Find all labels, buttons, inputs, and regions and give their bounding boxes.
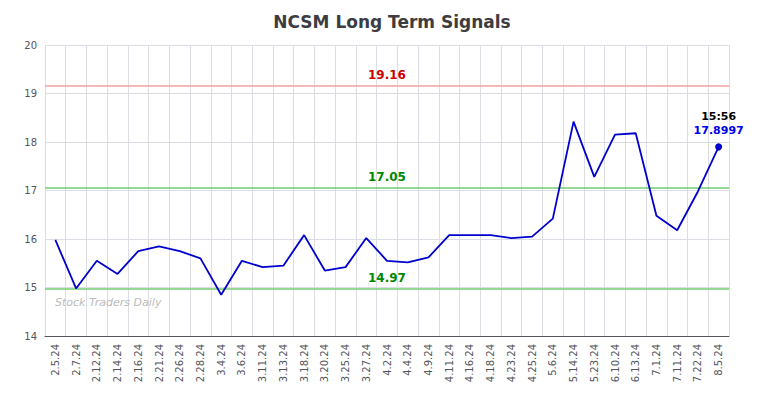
svg-text:2.26.24: 2.26.24 bbox=[174, 344, 185, 382]
svg-text:5.23.24: 5.23.24 bbox=[589, 344, 600, 382]
svg-text:3.11.24: 3.11.24 bbox=[257, 344, 268, 382]
svg-text:2.14.24: 2.14.24 bbox=[112, 344, 123, 382]
svg-text:15:56: 15:56 bbox=[701, 110, 736, 123]
svg-text:16: 16 bbox=[24, 234, 37, 245]
svg-text:4.23.24: 4.23.24 bbox=[506, 344, 517, 382]
svg-text:3.20.24: 3.20.24 bbox=[319, 344, 330, 382]
svg-text:4.9.24: 4.9.24 bbox=[423, 344, 434, 376]
svg-text:7.11.24: 7.11.24 bbox=[672, 344, 683, 382]
svg-text:19.16: 19.16 bbox=[368, 68, 406, 82]
svg-text:NCSM Long Term Signals: NCSM Long Term Signals bbox=[273, 12, 510, 32]
svg-text:2.5.24: 2.5.24 bbox=[50, 344, 61, 376]
svg-text:15: 15 bbox=[24, 282, 37, 293]
svg-text:3.4.24: 3.4.24 bbox=[216, 344, 227, 376]
svg-text:4.4.24: 4.4.24 bbox=[402, 344, 413, 376]
svg-text:4.18.24: 4.18.24 bbox=[485, 344, 496, 382]
svg-text:7.1.24: 7.1.24 bbox=[651, 344, 662, 376]
svg-text:4.25.24: 4.25.24 bbox=[527, 344, 538, 382]
svg-text:5.14.24: 5.14.24 bbox=[568, 344, 579, 382]
svg-text:2.7.24: 2.7.24 bbox=[71, 344, 82, 376]
svg-text:2.16.24: 2.16.24 bbox=[133, 344, 144, 382]
svg-text:4.2.24: 4.2.24 bbox=[382, 344, 393, 376]
svg-text:3.6.24: 3.6.24 bbox=[236, 344, 247, 376]
svg-text:4.16.24: 4.16.24 bbox=[464, 344, 475, 382]
svg-text:3.18.24: 3.18.24 bbox=[299, 344, 310, 382]
svg-text:18: 18 bbox=[24, 137, 37, 148]
svg-text:Stock Traders Daily: Stock Traders Daily bbox=[55, 296, 162, 309]
svg-text:17.05: 17.05 bbox=[368, 170, 406, 184]
svg-text:3.25.24: 3.25.24 bbox=[340, 344, 351, 382]
svg-text:6.10.24: 6.10.24 bbox=[610, 344, 621, 382]
svg-text:7.22.24: 7.22.24 bbox=[692, 344, 703, 382]
svg-text:14: 14 bbox=[24, 331, 37, 342]
svg-text:8.5.24: 8.5.24 bbox=[713, 344, 724, 376]
svg-text:6.13.24: 6.13.24 bbox=[630, 344, 641, 382]
svg-text:20: 20 bbox=[24, 40, 37, 51]
svg-text:3.27.24: 3.27.24 bbox=[361, 344, 372, 382]
svg-text:17: 17 bbox=[24, 185, 37, 196]
svg-text:2.12.24: 2.12.24 bbox=[91, 344, 102, 382]
svg-text:19: 19 bbox=[24, 88, 37, 99]
svg-text:4.11.24: 4.11.24 bbox=[444, 344, 455, 382]
svg-text:5.6.24: 5.6.24 bbox=[547, 344, 558, 376]
svg-text:14.97: 14.97 bbox=[368, 271, 406, 285]
svg-text:2.21.24: 2.21.24 bbox=[154, 344, 165, 382]
svg-text:2.28.24: 2.28.24 bbox=[195, 344, 206, 382]
svg-text:17.8997: 17.8997 bbox=[694, 124, 744, 137]
svg-text:3.13.24: 3.13.24 bbox=[278, 344, 289, 382]
